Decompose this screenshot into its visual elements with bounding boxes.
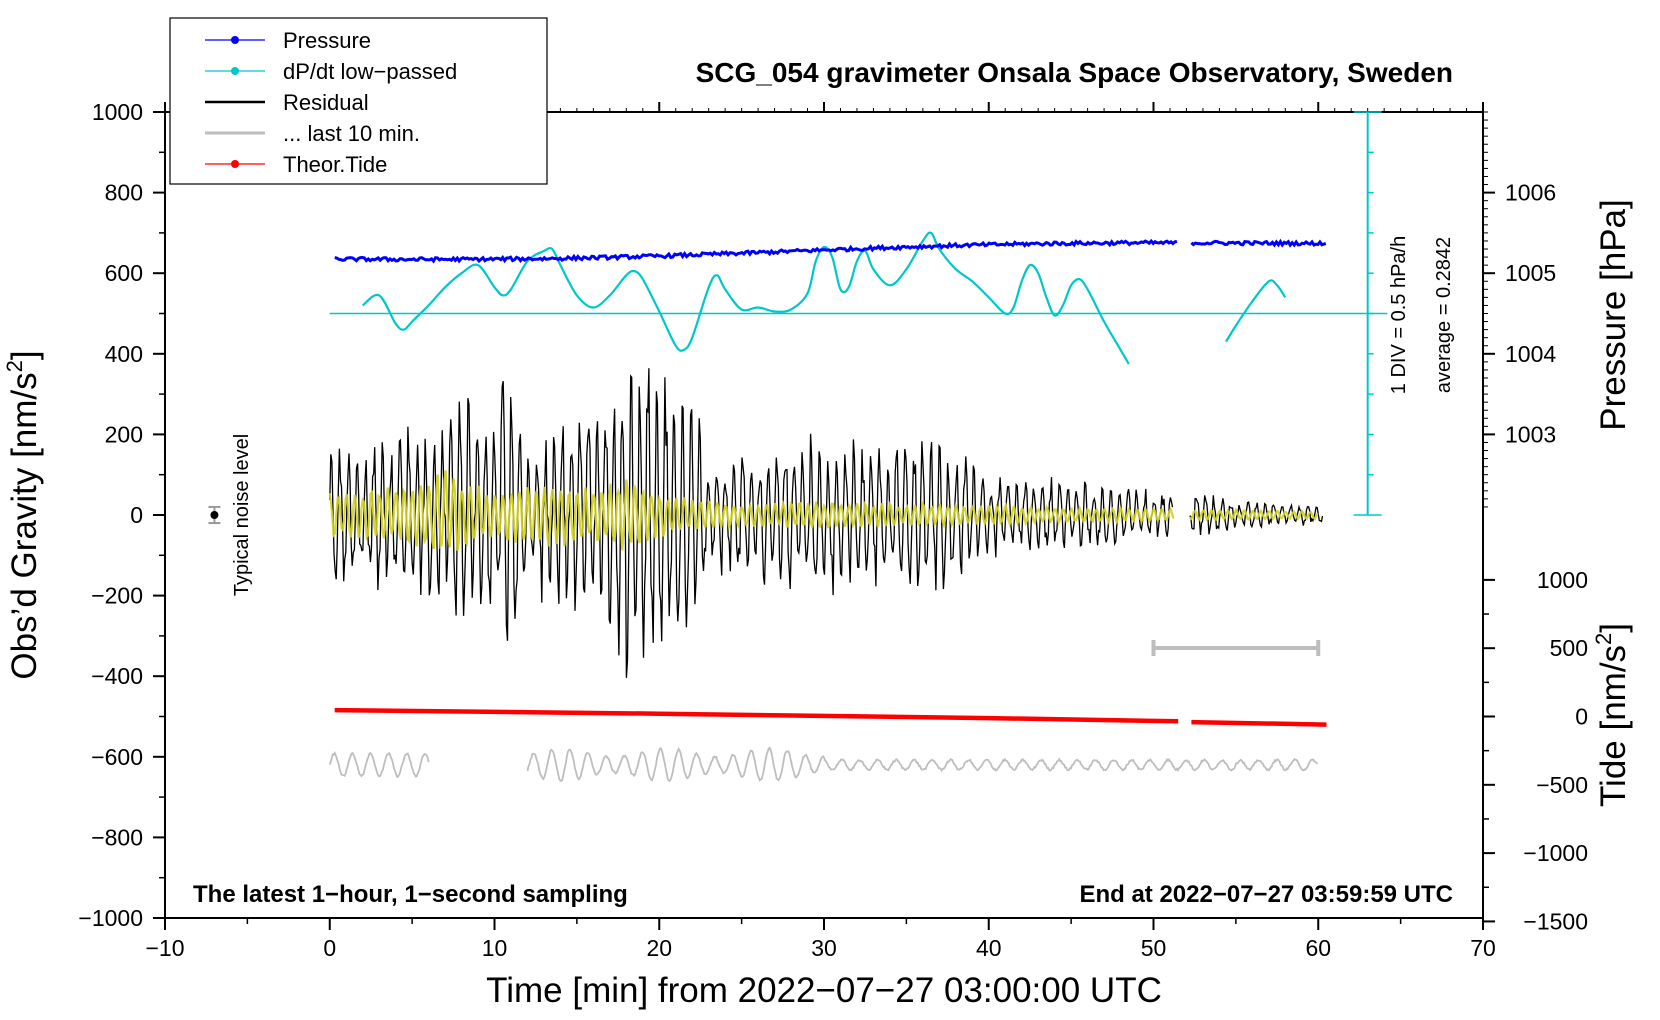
- y-tick-label-left: 400: [105, 341, 143, 367]
- last10-line-0: [328, 751, 430, 778]
- average-label: average = 0.2842: [1433, 237, 1455, 393]
- pressure-tick-label: 1003: [1505, 421, 1556, 447]
- x-tick-label: 70: [1470, 935, 1496, 961]
- legend-marker: [231, 36, 239, 44]
- plot-frame: [164, 111, 1484, 919]
- x-tick-label: 30: [811, 935, 837, 961]
- legend-label: ... last 10 min.: [283, 121, 420, 146]
- pressure-tick-label: 1006: [1505, 180, 1556, 206]
- tide-line-0: [334, 707, 1179, 724]
- y-tick-label-left: 600: [105, 260, 143, 286]
- chart-title: SCG_054 gravimeter Onsala Space Observat…: [696, 57, 1453, 88]
- tide-title-sup: 2: [1591, 633, 1616, 645]
- pressure-line: [334, 238, 1178, 264]
- y-tick-label-left: 200: [105, 421, 143, 447]
- legend-label: dP/dt low−passed: [283, 59, 457, 84]
- legend-items: Pressure dP/dt low−passed Residual ... last…: [205, 28, 457, 177]
- y-tick-label-left: −400: [91, 663, 143, 689]
- x-tick-label: 40: [976, 935, 1002, 961]
- tide-title-tail: ]: [1594, 623, 1633, 633]
- y-axis-left-title: Obs’d Gravity [nm/s2]: [2, 350, 44, 679]
- tide-line-1: [1191, 719, 1327, 727]
- axis-ticks: −10 0 10 20 30 40 50 60 70 1000 800 600 400 200 0 −200 −…: [78, 99, 1588, 961]
- dpdt-line: [362, 231, 1130, 365]
- tide-title-main: Tide [nm/s: [1594, 645, 1633, 807]
- y-tick-label-left: −200: [91, 583, 143, 609]
- last10-line-1: [526, 746, 1319, 783]
- x-tick-label: 50: [1141, 935, 1167, 961]
- legend-marker: [231, 67, 239, 75]
- x-tick-label: 10: [482, 935, 508, 961]
- y-tick-label-left: −1000: [78, 905, 143, 931]
- y-left-title-tail: ]: [5, 350, 44, 360]
- noise-point: [210, 511, 219, 519]
- legend-label: Theor.Tide: [283, 152, 387, 177]
- residual-line-b: [1189, 495, 1324, 536]
- tide-tick-label: −1500: [1523, 908, 1588, 934]
- bottom-right-note: End at 2022−07−27 03:59:59 UTC: [1079, 881, 1453, 908]
- y-tick-label-left: 1000: [92, 99, 143, 125]
- x-tick-label: 60: [1305, 935, 1331, 961]
- legend-label: Pressure: [283, 28, 371, 53]
- yellow-overlay-line-b: [1188, 507, 1319, 522]
- legend-marker: [231, 160, 239, 168]
- yellow-overlay-line: [328, 470, 1175, 551]
- pressure-tick-label: 1005: [1505, 260, 1556, 286]
- pressure-tick-label: 1004: [1505, 341, 1556, 367]
- y-left-title-sup: 2: [2, 360, 27, 372]
- x-tick-label: −10: [145, 935, 184, 961]
- y-left-title-main: Obs’d Gravity [nm/s: [5, 372, 44, 679]
- y-tick-label-left: −600: [91, 744, 143, 770]
- tide-tick-label: −500: [1536, 772, 1588, 798]
- legend: Pressure dP/dt low−passed Residual ... last…: [169, 17, 548, 185]
- noise-level-label: Typical noise level: [231, 434, 253, 596]
- legend-label: Residual: [283, 90, 369, 115]
- x-tick-label: 20: [646, 935, 672, 961]
- bottom-left-note: The latest 1−hour, 1−second sampling: [193, 881, 628, 908]
- pressure-line-b: [1190, 238, 1327, 248]
- y-axis-right-tide-title: Tide [nm/s2]: [1591, 623, 1633, 807]
- series-layer: [208, 111, 1388, 783]
- tide-tick-label: 500: [1550, 635, 1588, 661]
- div-label: 1 DIV = 0.5 hPa/h: [1388, 236, 1410, 394]
- tide-tick-label: 1000: [1537, 567, 1588, 593]
- y-tick-label-left: 800: [105, 180, 143, 206]
- y-tick-label-left: −800: [91, 824, 143, 850]
- tide-tick-label: −1000: [1523, 840, 1588, 866]
- x-axis-title: Time [min] from 2022−07−27 03:00:00 UTC: [486, 971, 1162, 1010]
- y-tick-label-left: 0: [130, 502, 143, 528]
- x-tick-label: 0: [323, 935, 336, 961]
- dpdt-line-b: [1225, 279, 1287, 343]
- tide-tick-label: 0: [1575, 704, 1588, 730]
- y-axis-right-pressure-title: Pressure [hPa]: [1594, 199, 1633, 431]
